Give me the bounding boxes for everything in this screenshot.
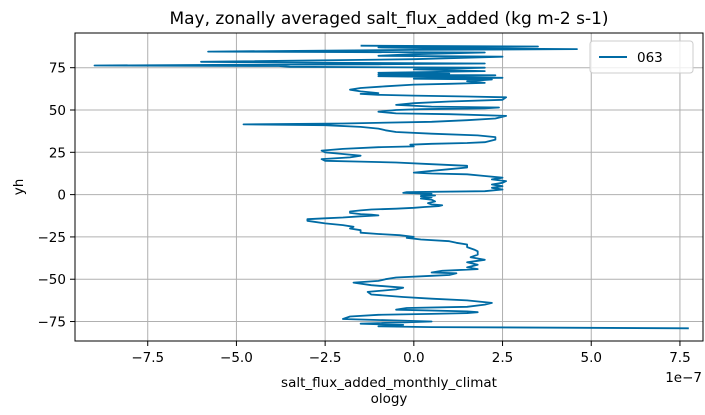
chart-title: May, zonally averaged salt_flux_added (k… (169, 9, 608, 29)
series-layer (93, 44, 689, 330)
legend-label: 063 (637, 50, 663, 66)
grid-layer (75, 33, 703, 341)
x-tick-label: 2.5 (492, 350, 513, 366)
y-axis: −75 −50 −25 0 25 50 75 (38, 61, 75, 331)
y-tick-label: 0 (57, 188, 66, 204)
x-axis-label-line-1: salt_flux_added_monthly_climat (281, 375, 497, 391)
x-tick-label: −7.5 (131, 350, 164, 366)
x-tick-label: 5.0 (580, 350, 601, 366)
plot-frame (74, 32, 704, 342)
y-tick-label: 25 (49, 145, 66, 161)
y-axis-label: yh (11, 179, 27, 196)
x-tick-label: −5.0 (220, 350, 253, 366)
y-tick-label: −50 (38, 272, 67, 288)
y-tick-label: 50 (49, 103, 66, 119)
y-tick-label: 75 (49, 61, 66, 77)
series-line-063 (93, 44, 689, 330)
x-axis-offset-label: 1e−7 (665, 370, 702, 386)
x-tick-label: −2.5 (309, 350, 342, 366)
x-axis-label-line-2: ology (371, 391, 408, 407)
x-tick-label: 7.5 (669, 350, 690, 366)
legend-box (589, 40, 694, 74)
y-tick-label: −75 (38, 315, 67, 331)
y-tick-label: −25 (38, 230, 67, 246)
x-axis: −7.5 −5.0 −2.5 0.0 2.5 5.0 7.5 (131, 341, 691, 366)
legend: 063 (589, 40, 694, 74)
x-tick-label: 0.0 (403, 350, 424, 366)
